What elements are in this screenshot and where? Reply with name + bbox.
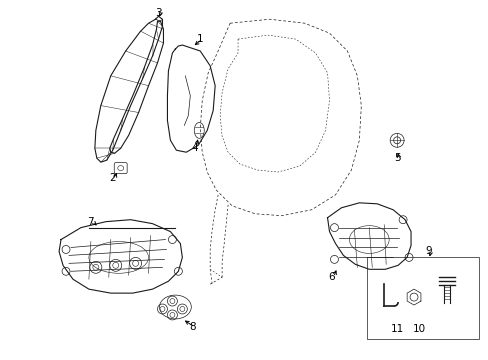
Text: 6: 6: [327, 272, 334, 282]
Text: 8: 8: [188, 322, 195, 332]
Text: 1: 1: [197, 34, 203, 44]
Text: 5: 5: [393, 153, 400, 163]
Text: 4: 4: [191, 143, 197, 153]
Text: 2: 2: [109, 173, 116, 183]
Text: 7: 7: [87, 217, 94, 227]
Text: 3: 3: [155, 8, 162, 18]
Text: 11: 11: [390, 324, 403, 334]
Text: 9: 9: [425, 247, 431, 256]
Text: 10: 10: [411, 324, 425, 334]
Bar: [366, 257, 478, 339]
